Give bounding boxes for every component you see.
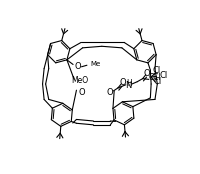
Text: H: H — [126, 79, 132, 88]
Text: O: O — [106, 88, 112, 97]
Text: CCl: CCl — [148, 73, 161, 82]
Text: Cl: Cl — [159, 71, 167, 80]
Text: Cl: Cl — [152, 66, 160, 76]
Text: Cl: Cl — [153, 77, 161, 86]
Text: O: O — [143, 69, 150, 78]
Text: MeO: MeO — [71, 76, 88, 85]
Text: O: O — [74, 61, 81, 70]
Text: N: N — [124, 81, 131, 90]
Text: O: O — [78, 88, 85, 97]
Text: O: O — [119, 78, 125, 87]
Text: Me: Me — [90, 61, 100, 68]
